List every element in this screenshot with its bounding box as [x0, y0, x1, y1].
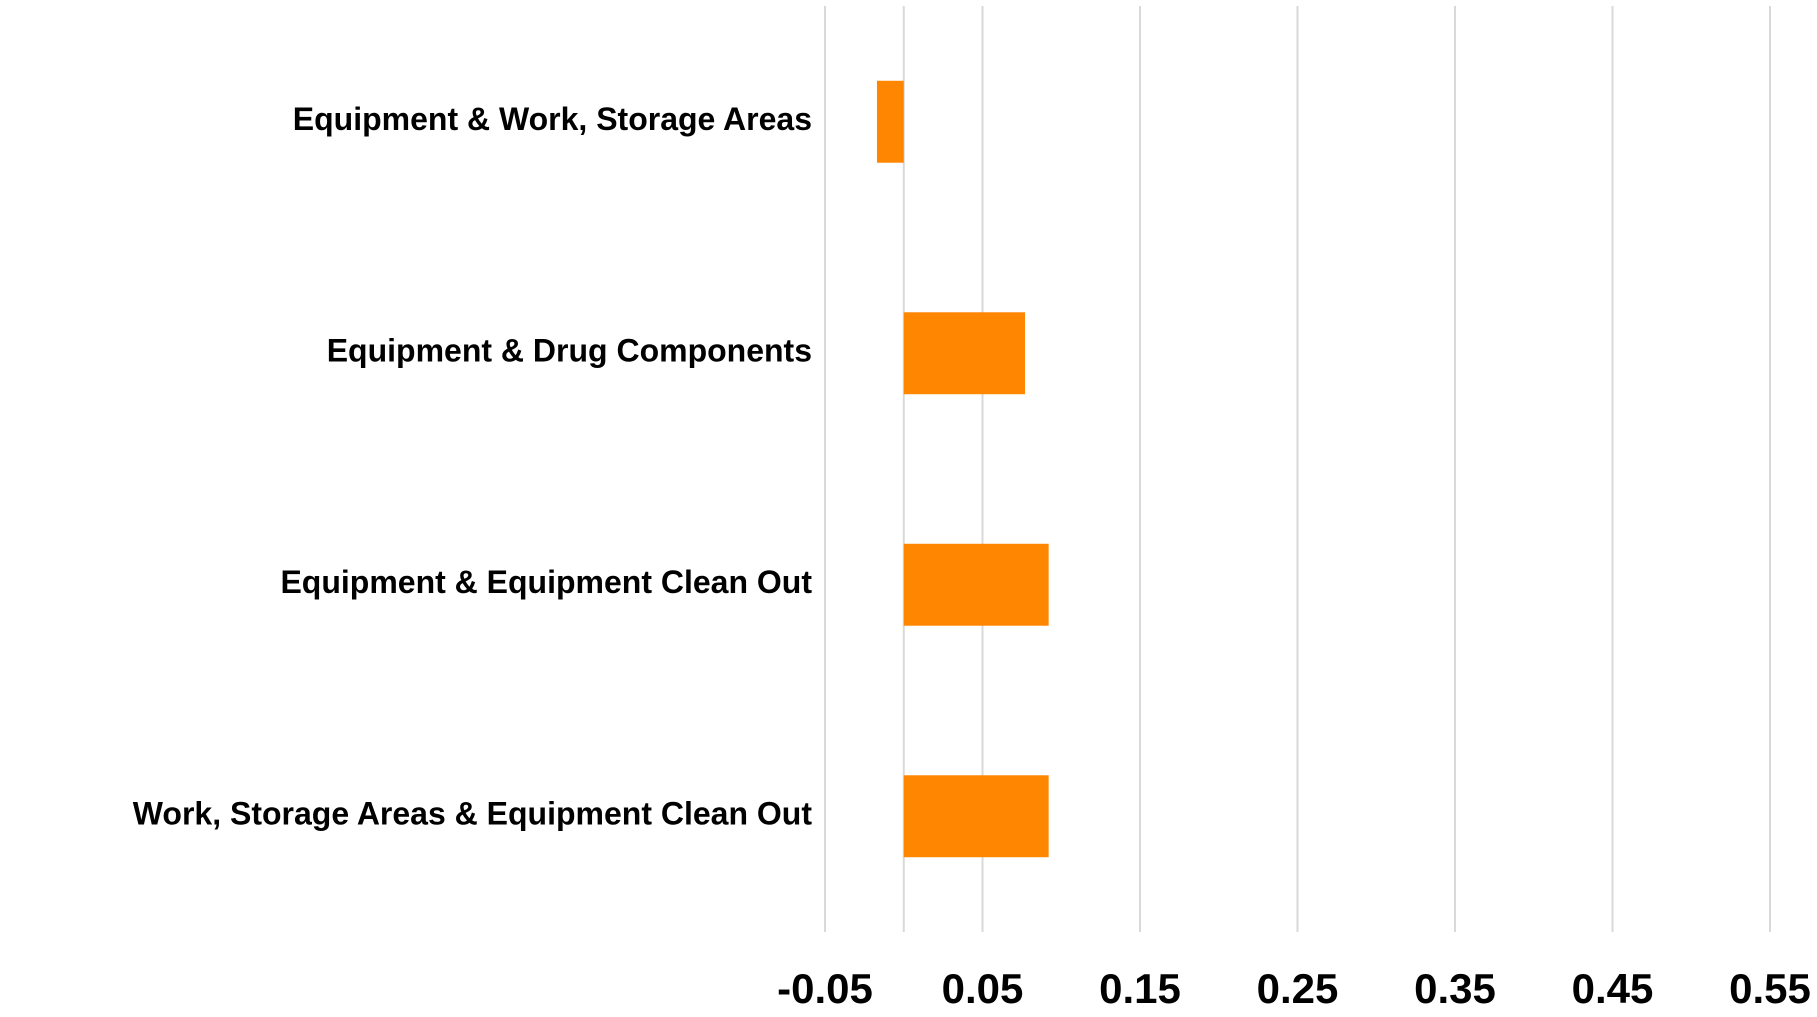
y-tick-label: Work, Storage Areas & Equipment Clean Ou… — [133, 796, 813, 832]
x-tick-label: 0.05 — [942, 965, 1024, 1012]
x-tick-label: 0.25 — [1257, 965, 1339, 1012]
bar — [876, 80, 904, 163]
x-tick-label: -0.05 — [777, 965, 873, 1012]
x-tick-label: 0.35 — [1414, 965, 1496, 1012]
bar — [903, 543, 1049, 626]
y-tick-label: Equipment & Work, Storage Areas — [293, 101, 812, 137]
x-tick-label: 0.55 — [1729, 965, 1811, 1012]
y-tick-label: Equipment & Equipment Clean Out — [280, 564, 812, 600]
y-tick-label: Equipment & Drug Components — [327, 333, 812, 369]
bar — [903, 312, 1026, 395]
x-tick-label: 0.45 — [1572, 965, 1654, 1012]
bar — [903, 775, 1049, 858]
x-tick-label: 0.15 — [1099, 965, 1181, 1012]
